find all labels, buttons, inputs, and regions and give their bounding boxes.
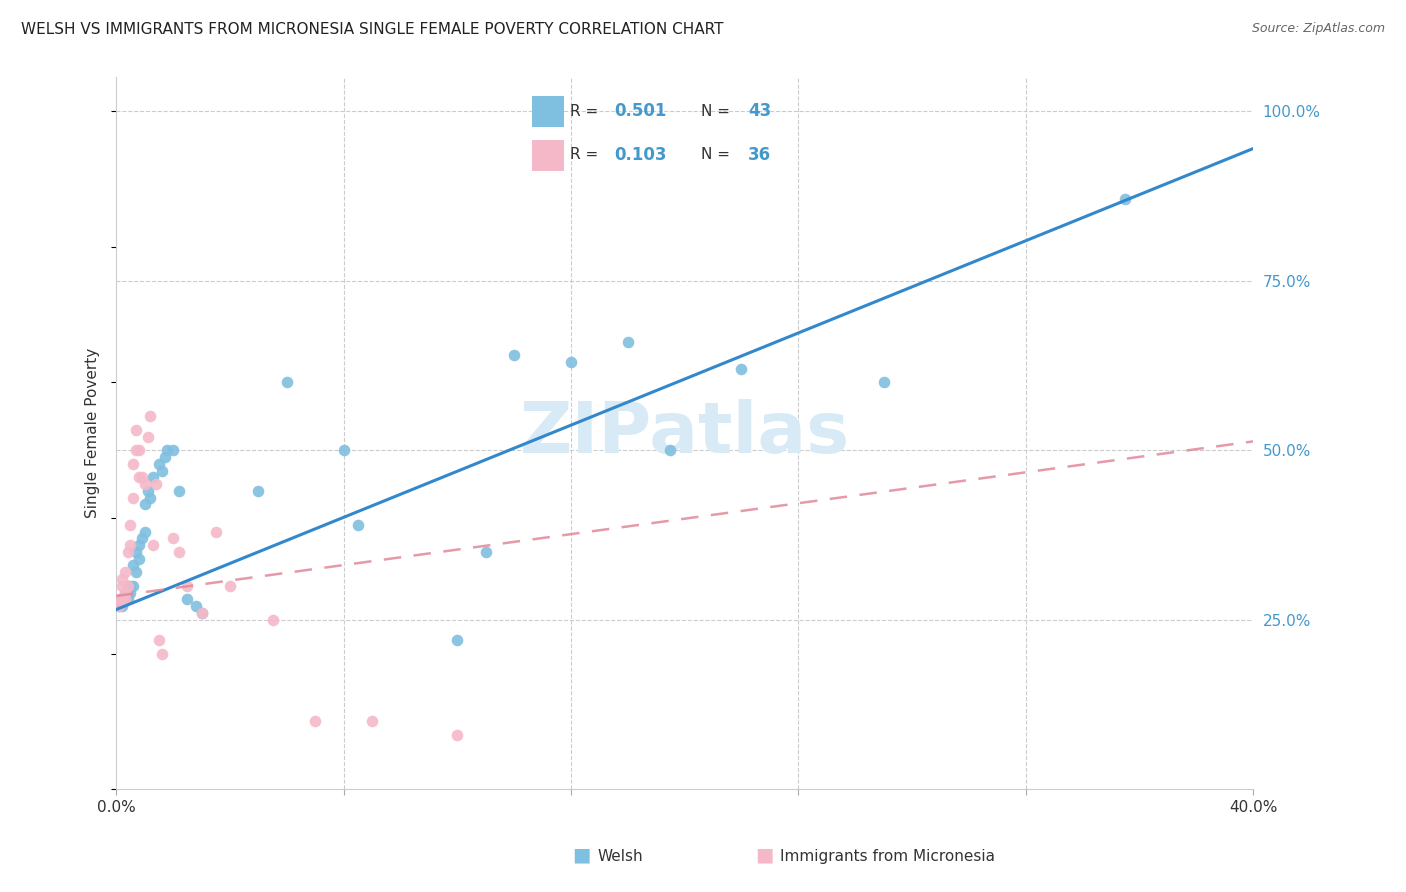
Text: Welsh: Welsh — [598, 849, 643, 863]
Point — [122, 579, 145, 593]
Point — [190, 606, 212, 620]
Point — [120, 538, 142, 552]
Point — [125, 423, 148, 437]
Point — [120, 585, 142, 599]
Text: ZIPatlas: ZIPatlas — [520, 399, 849, 467]
Point — [446, 728, 468, 742]
Point — [204, 524, 226, 539]
Point — [120, 517, 142, 532]
Point — [125, 566, 148, 580]
Point — [125, 545, 148, 559]
Point — [142, 470, 165, 484]
Point — [503, 348, 526, 362]
Point — [125, 443, 148, 458]
Text: ■: ■ — [572, 846, 591, 864]
Point — [114, 585, 136, 599]
Point — [167, 545, 190, 559]
Point — [659, 443, 682, 458]
Point — [304, 714, 326, 729]
Point — [134, 524, 156, 539]
Point — [111, 579, 134, 593]
Point — [617, 334, 640, 349]
Point — [136, 430, 159, 444]
Point — [361, 714, 384, 729]
Point — [176, 592, 198, 607]
Point — [117, 579, 139, 593]
Point — [139, 409, 162, 424]
Point — [167, 483, 190, 498]
Point — [150, 647, 173, 661]
Point — [190, 606, 212, 620]
Point — [176, 579, 198, 593]
Point — [153, 450, 176, 464]
Point — [111, 599, 134, 614]
Point — [184, 599, 207, 614]
Point — [346, 517, 368, 532]
Point — [122, 558, 145, 573]
Point — [872, 376, 894, 390]
Point — [730, 362, 752, 376]
Point — [114, 592, 136, 607]
Point — [117, 592, 139, 607]
Point — [111, 572, 134, 586]
Text: Source: ZipAtlas.com: Source: ZipAtlas.com — [1251, 22, 1385, 36]
Point — [142, 538, 165, 552]
Point — [276, 376, 298, 390]
Point — [128, 551, 150, 566]
Point — [108, 599, 131, 614]
Point — [162, 443, 184, 458]
Text: ■: ■ — [755, 846, 773, 864]
Point — [474, 545, 496, 559]
Point — [139, 491, 162, 505]
Point — [162, 532, 184, 546]
Point — [108, 592, 131, 607]
Point — [131, 532, 153, 546]
Point — [114, 585, 136, 599]
Point — [148, 633, 170, 648]
Point — [117, 545, 139, 559]
Point — [128, 470, 150, 484]
Point — [122, 457, 145, 471]
Point — [134, 477, 156, 491]
Point — [117, 579, 139, 593]
Point — [332, 443, 354, 458]
Point — [114, 566, 136, 580]
Point — [114, 592, 136, 607]
Point — [446, 633, 468, 648]
Point — [128, 443, 150, 458]
Point — [150, 464, 173, 478]
Point — [145, 477, 167, 491]
Text: Immigrants from Micronesia: Immigrants from Micronesia — [780, 849, 995, 863]
Point — [262, 613, 284, 627]
Point — [108, 599, 131, 614]
Point — [156, 443, 179, 458]
Point — [111, 592, 134, 607]
Point — [247, 483, 270, 498]
Point — [111, 592, 134, 607]
Point — [131, 470, 153, 484]
Point — [219, 579, 242, 593]
Text: WELSH VS IMMIGRANTS FROM MICRONESIA SINGLE FEMALE POVERTY CORRELATION CHART: WELSH VS IMMIGRANTS FROM MICRONESIA SING… — [21, 22, 724, 37]
Point — [122, 491, 145, 505]
Point — [1114, 193, 1136, 207]
Point — [128, 538, 150, 552]
Y-axis label: Single Female Poverty: Single Female Poverty — [86, 348, 100, 518]
Point — [120, 579, 142, 593]
Point — [134, 498, 156, 512]
Point — [136, 483, 159, 498]
Point — [560, 355, 582, 369]
Point — [148, 457, 170, 471]
